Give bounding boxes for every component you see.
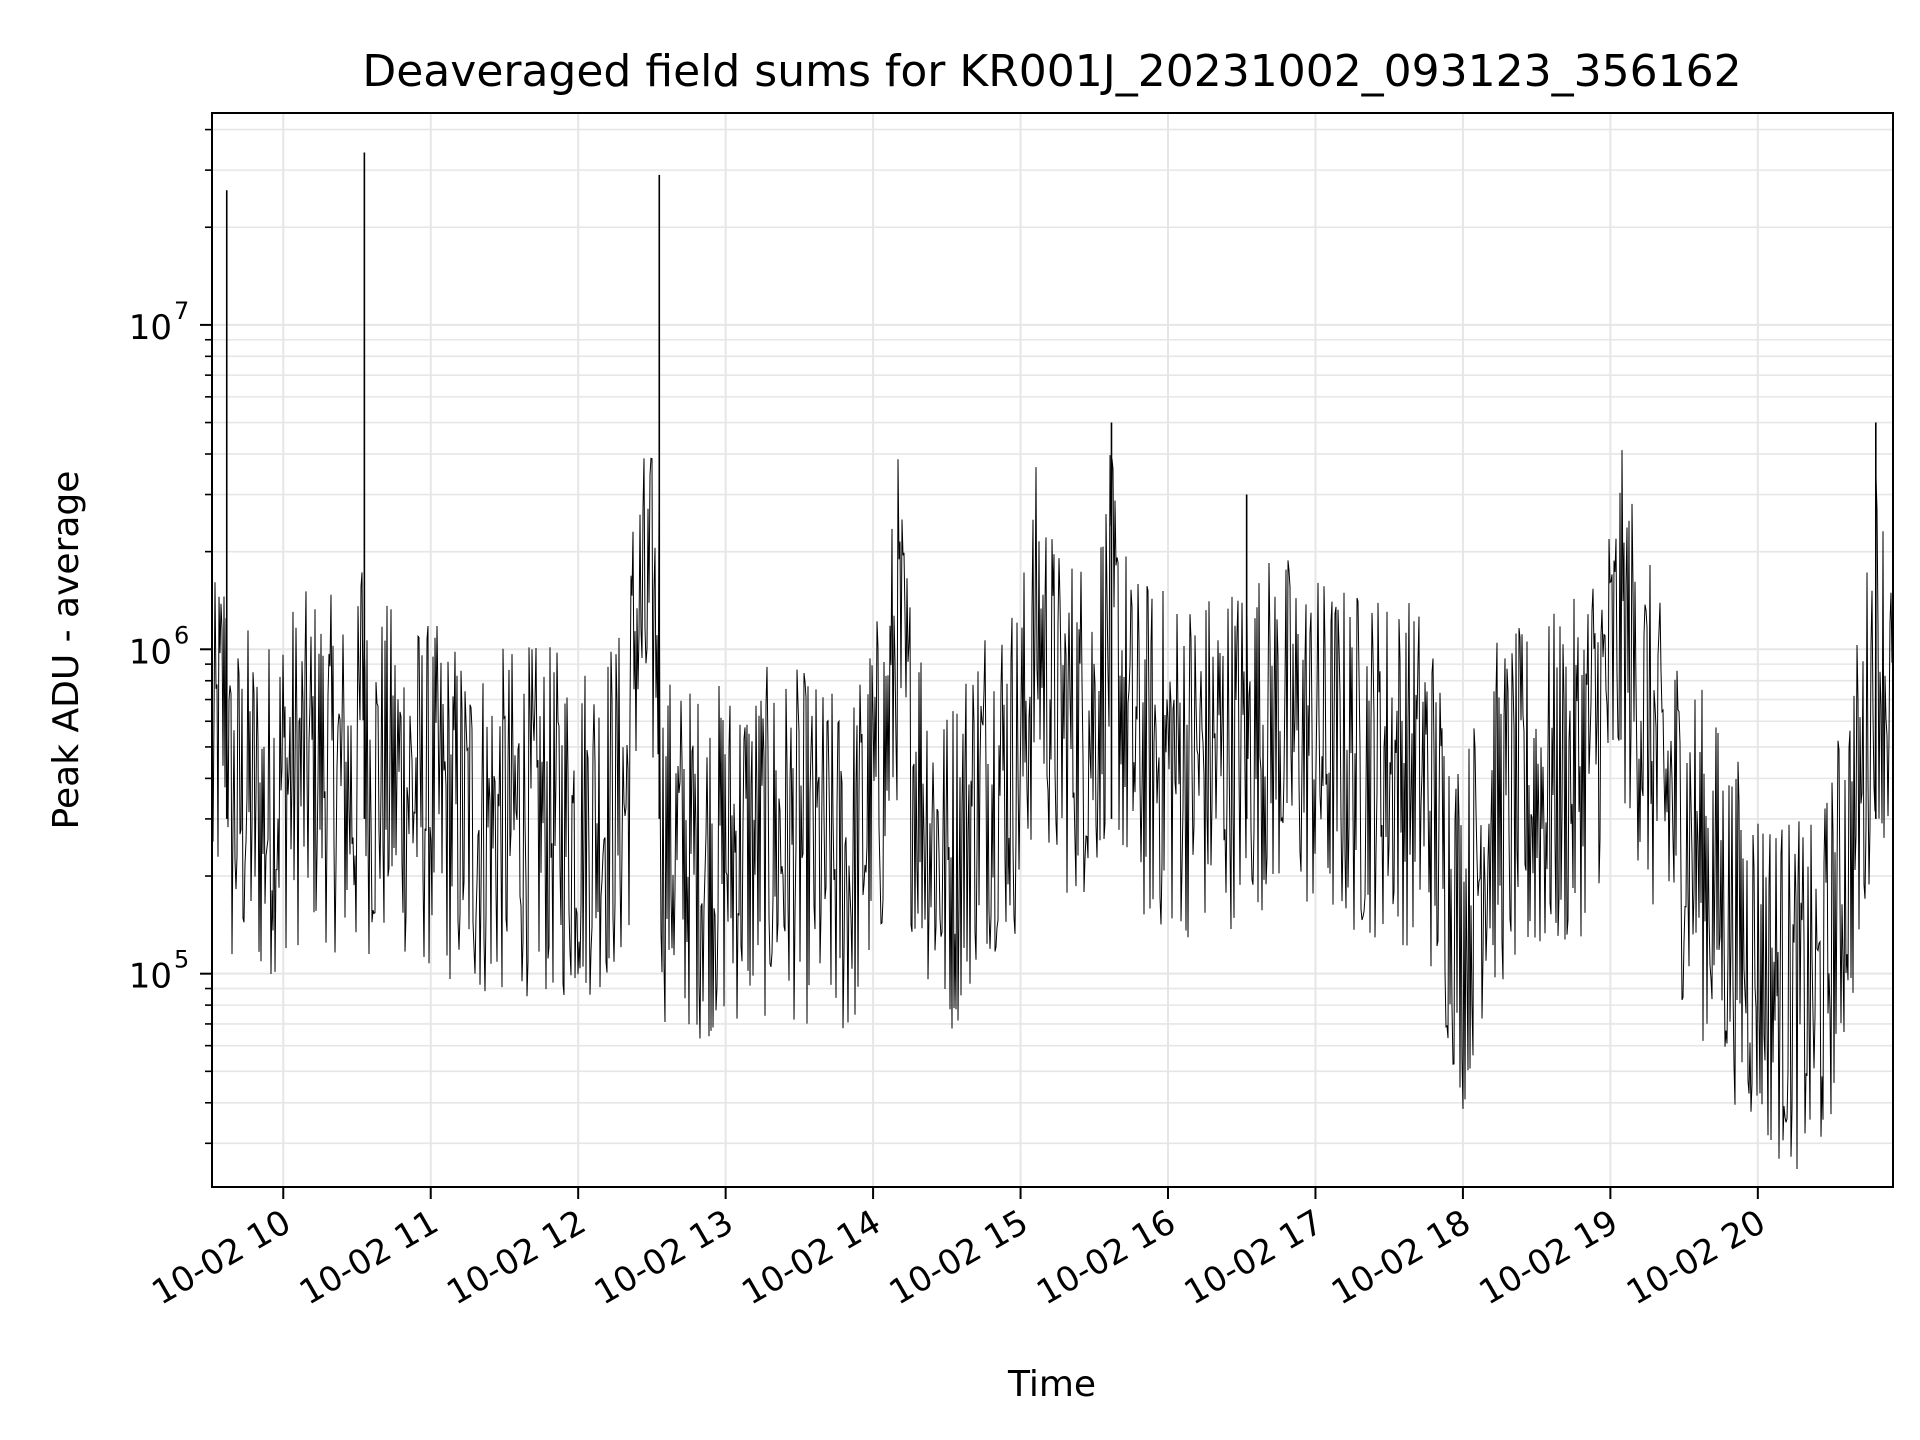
y-tick-label: 10: [129, 632, 172, 672]
y-tick-exponent: 6: [174, 621, 189, 649]
grid: [212, 113, 1893, 1187]
y-tick-exponent: 5: [174, 946, 189, 974]
y-tick-label: 10: [129, 957, 172, 997]
x-axis-label: Time: [1007, 1364, 1096, 1405]
y-tick-label: 10: [129, 308, 172, 348]
series-group: [212, 152, 1893, 1170]
plot-area: [212, 152, 1893, 1170]
series-line: [212, 450, 1893, 1170]
chart-title: Deaveraged field sums for KR001J_2023100…: [362, 46, 1741, 97]
y-tick-exponent: 7: [174, 297, 189, 325]
y-axis-label: Peak ADU - average: [46, 471, 87, 830]
